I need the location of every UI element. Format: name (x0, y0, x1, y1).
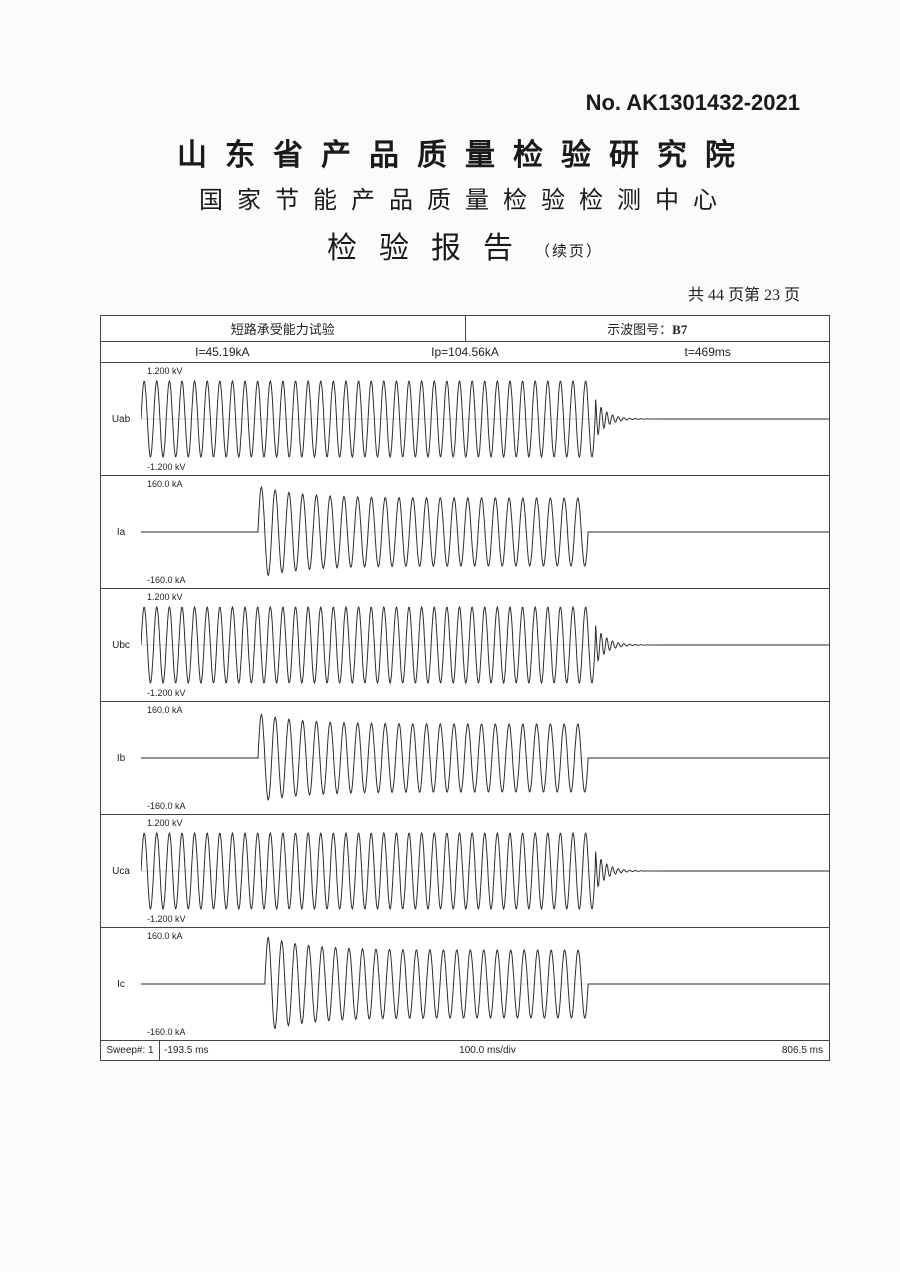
channel-plot: 1.200 kV-1.200 kV (141, 815, 829, 927)
channel-name: Uab (101, 363, 141, 475)
channel-plot: 160.0 kA-160.0 kA (141, 928, 829, 1040)
center-title: 国家节能产品质量检验检测中心 (100, 180, 830, 215)
osc-test-name: 短路承受能力试验 (101, 316, 465, 341)
osc-channel: Uab1.200 kV-1.200 kV (101, 363, 829, 476)
osc-channel: Ia160.0 kA-160.0 kA (101, 476, 829, 589)
osc-waveform-id-value: B7 (672, 322, 687, 337)
page-counter: 共 44 页第 23 页 (100, 281, 800, 305)
channel-name: Ia (101, 476, 141, 588)
channel-plot: 160.0 kA-160.0 kA (141, 476, 829, 588)
osc-channels: Uab1.200 kV-1.200 kVIa160.0 kA-160.0 kAU… (101, 363, 829, 1041)
channel-plot: 1.200 kV-1.200 kV (141, 589, 829, 701)
org-title: 山东省产品质量检验研究院 (100, 130, 830, 174)
osc-sweep-number: Sweep#: 1 (101, 1041, 160, 1060)
channel-name: Ic (101, 928, 141, 1040)
channel-plot: 160.0 kA-160.0 kA (141, 702, 829, 814)
report-title-main: 检验报告 (327, 232, 535, 265)
channel-name: Ubc (101, 589, 141, 701)
osc-channel: Ubc1.200 kV-1.200 kV (101, 589, 829, 702)
osc-channel: Ib160.0 kA-160.0 kA (101, 702, 829, 815)
report-page: No. AK1301432-2021 山东省产品质量检验研究院 国家节能产品质量… (0, 0, 900, 1272)
osc-param-t: t=469ms (586, 342, 829, 362)
report-title: 检验报告（续页） (100, 223, 830, 267)
osc-channel: Uca1.200 kV-1.200 kV (101, 815, 829, 928)
oscilloscope-printout: 短路承受能力试验 示波图号：B7 I=45.19kA Ip=104.56kA t… (100, 315, 830, 1061)
osc-waveform-id: 示波图号：B7 (465, 316, 830, 341)
channel-plot: 1.200 kV-1.200 kV (141, 363, 829, 475)
osc-time-start: -193.5 ms (160, 1041, 238, 1060)
osc-time-end: 806.5 ms (737, 1041, 829, 1060)
channel-name: Uca (101, 815, 141, 927)
osc-channel: Ic160.0 kA-160.0 kA (101, 928, 829, 1041)
report-title-cont: （续页） (535, 244, 603, 260)
osc-header-row-1: 短路承受能力试验 示波图号：B7 (101, 316, 829, 342)
osc-param-ip: Ip=104.56kA (344, 342, 587, 362)
osc-footer: Sweep#: 1 -193.5 ms 100.0 ms/div 806.5 m… (101, 1041, 829, 1060)
osc-waveform-id-label: 示波图号： (607, 322, 672, 337)
osc-time-div: 100.0 ms/div (238, 1041, 737, 1060)
osc-header-row-2: I=45.19kA Ip=104.56kA t=469ms (101, 342, 829, 363)
osc-param-i: I=45.19kA (101, 342, 344, 362)
channel-name: Ib (101, 702, 141, 814)
document-number: No. AK1301432-2021 (100, 90, 800, 116)
